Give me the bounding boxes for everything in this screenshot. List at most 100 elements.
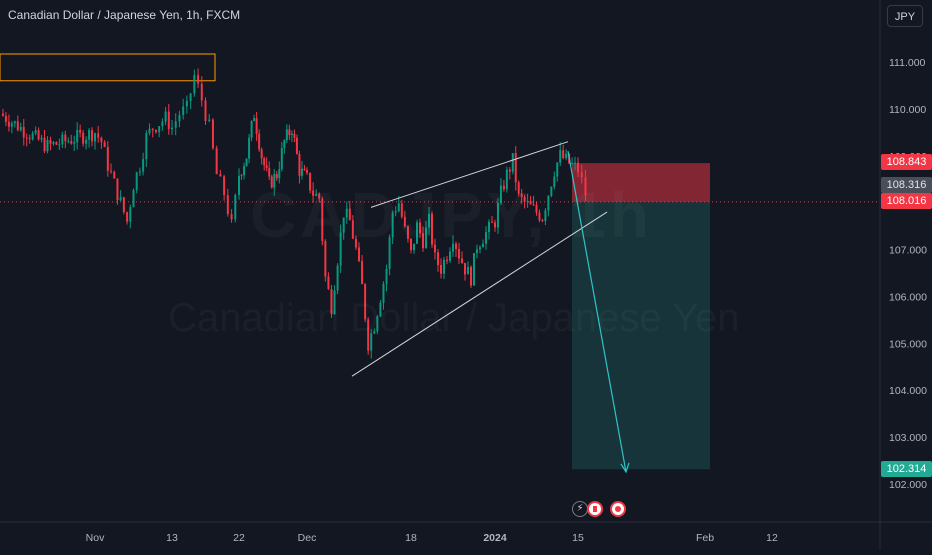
candle-body — [565, 153, 568, 159]
y-tick-label: 110.000 — [889, 104, 926, 116]
candle-body — [364, 284, 367, 320]
canada-flag-icon[interactable] — [587, 501, 603, 517]
candle-body — [49, 140, 52, 144]
symbol-title[interactable]: Canadian Dollar / Japanese Yen, 1h, FXCM — [8, 8, 241, 22]
candle-body — [514, 153, 517, 183]
candle-body — [577, 162, 579, 173]
candle-body — [298, 153, 301, 176]
flash-icon[interactable]: ⚡ — [572, 501, 588, 517]
candle-body — [245, 158, 248, 167]
candle-body — [174, 121, 177, 128]
candle-body — [106, 146, 109, 171]
target-price-tag: 102.314 — [881, 461, 932, 477]
japan-flag-icon[interactable] — [610, 501, 626, 517]
candle-body — [19, 126, 22, 131]
candle-body — [116, 178, 119, 201]
candle-body — [167, 111, 170, 130]
candle-body — [250, 121, 253, 138]
y-tick-label: 111.000 — [889, 57, 926, 69]
candle-body — [394, 211, 397, 213]
candle-body — [464, 262, 466, 275]
candle-body — [288, 129, 291, 136]
candle-body — [397, 203, 400, 212]
candle-body — [129, 207, 132, 222]
candle-body — [559, 150, 562, 163]
x-tick-label: Feb — [696, 532, 714, 544]
candle-body — [119, 197, 122, 201]
projection-arrowhead — [620, 462, 630, 474]
candle-body — [336, 265, 339, 291]
candle-body — [219, 174, 222, 177]
candle-body — [370, 333, 373, 351]
candle-body — [293, 133, 296, 138]
candle-body — [373, 331, 376, 334]
candle-body — [321, 198, 324, 241]
candle-body — [400, 203, 403, 217]
candle-body — [278, 169, 281, 179]
candle-body — [46, 140, 49, 152]
candle-body — [185, 100, 188, 107]
candle-body — [434, 244, 436, 253]
candle-body — [520, 193, 523, 197]
candle-body — [306, 170, 308, 173]
candle-body — [248, 137, 251, 159]
candle-body — [348, 208, 351, 221]
candle-body — [263, 158, 266, 166]
candle-body — [204, 100, 207, 121]
watermark-name: Canadian Dollar / Japanese Yen — [168, 296, 740, 341]
candle-body — [265, 165, 268, 169]
candle-body — [467, 266, 469, 275]
candle-body — [258, 133, 261, 150]
candle-body — [496, 203, 499, 228]
candle-body — [541, 220, 544, 222]
candle-body — [171, 127, 173, 130]
x-tick-label: Nov — [86, 532, 105, 544]
candle-body — [437, 252, 439, 266]
candle-body — [354, 238, 357, 248]
candle-body — [580, 172, 583, 178]
candle-body — [223, 176, 226, 196]
candle-body — [300, 168, 303, 176]
candle-body — [511, 153, 514, 172]
candle-body — [182, 106, 185, 115]
candle-body — [470, 266, 472, 286]
candle-body — [110, 170, 113, 172]
candle-body — [473, 253, 475, 286]
candle-body — [285, 129, 288, 141]
candle-body — [479, 247, 481, 250]
candle-body — [73, 142, 76, 144]
candle-body — [255, 118, 258, 134]
candle-body — [361, 260, 364, 285]
candle-body — [154, 129, 157, 133]
candle-body — [97, 133, 100, 138]
x-tick-label: Dec — [298, 532, 317, 544]
candle-body — [58, 144, 61, 146]
candle-body — [238, 175, 240, 195]
candle-body — [28, 138, 31, 140]
entry-price-tag: 108.016 — [881, 193, 932, 209]
candle-body — [240, 175, 243, 177]
reward-zone — [572, 201, 710, 470]
candle-body — [1, 113, 4, 116]
candle-body — [88, 130, 91, 140]
candle-body — [547, 195, 550, 211]
candle-body — [494, 222, 496, 228]
candle-body — [523, 196, 526, 202]
candle-body — [13, 121, 16, 124]
candle-body — [243, 166, 246, 176]
x-tick-label: 13 — [166, 532, 178, 544]
candle-body — [406, 226, 409, 239]
stop-loss-price-tag: 108.843 — [881, 154, 932, 170]
candle-body — [113, 171, 116, 179]
candle-body — [76, 129, 79, 143]
currency-button[interactable]: JPY — [887, 5, 923, 27]
candle-body — [584, 177, 587, 195]
candle-body — [491, 221, 493, 223]
candle-body — [416, 222, 418, 244]
candle-body — [270, 176, 273, 188]
candle-body — [391, 212, 394, 238]
candle-body — [197, 75, 200, 84]
candle-body — [126, 212, 129, 222]
